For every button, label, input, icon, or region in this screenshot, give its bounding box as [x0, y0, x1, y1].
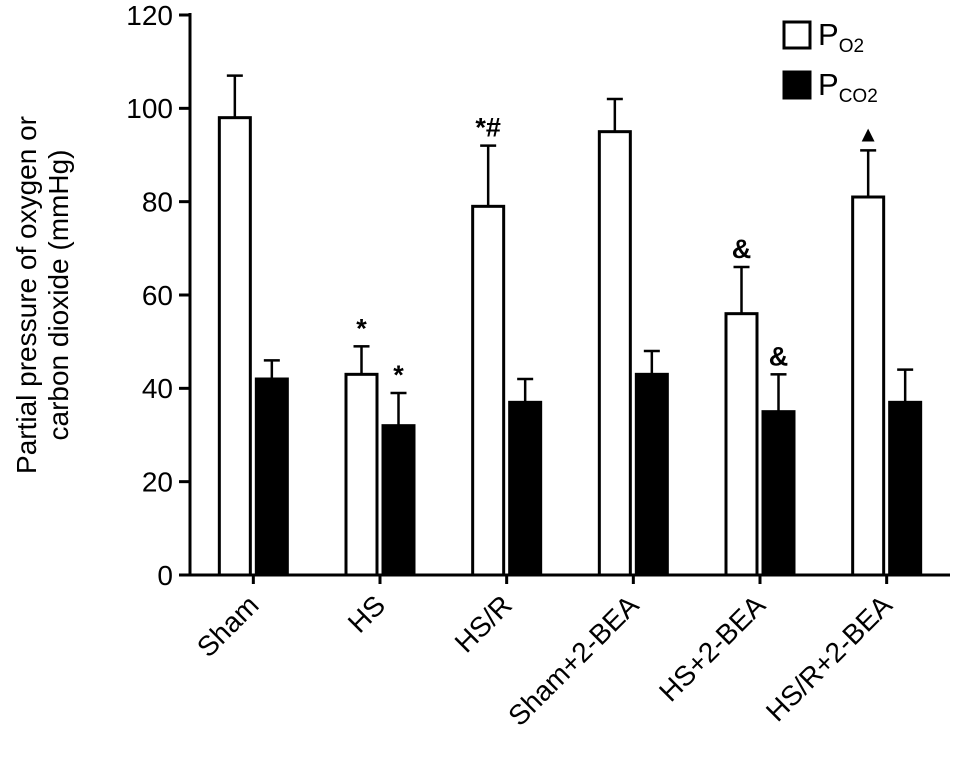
significance-marker-PO2-HS: *	[356, 313, 367, 343]
bar-PCO2-HS+2-BEA	[761, 410, 796, 577]
y-tick-label: 80	[142, 186, 173, 217]
x-category-label-HS/R: HS/R	[449, 589, 518, 658]
x-category-label-HS: HS	[342, 589, 391, 638]
bar-PO2-Sham	[217, 116, 252, 577]
x-category-label-HS/R+2-BEA: HS/R+2-BEA	[760, 589, 898, 727]
x-category-label-Sham: Sham	[191, 589, 265, 663]
bar-PO2-HS	[344, 372, 379, 577]
significance-marker-PO2-HS/R: *#	[475, 113, 501, 143]
bar-PO2-HS/R	[471, 204, 506, 577]
legend-label-PCO2: PCO2	[818, 67, 878, 107]
x-category-label-Sham+2-BEA: Sham+2-BEA	[502, 589, 645, 732]
y-tick-label: 20	[142, 466, 173, 497]
bar-PO2-Sham+2-BEA	[597, 130, 632, 577]
legend-swatch-PCO2	[782, 70, 812, 100]
significance-marker-PCO2-HS: *	[393, 360, 404, 390]
x-category-label-HS+2-BEA: HS+2-BEA	[653, 589, 771, 707]
legend-label-PO2: PO2	[818, 17, 864, 57]
bar-PCO2-HS	[381, 424, 416, 577]
bar-PO2-HS/R+2-BEA	[851, 195, 886, 577]
y-tick-label: 0	[157, 560, 173, 591]
significance-marker-PO2-HS+2-BEA: &	[732, 234, 752, 264]
bar-PCO2-Sham+2-BEA	[634, 372, 669, 577]
bar-PCO2-HS/R+2-BEA	[888, 400, 923, 577]
significance-marker-PCO2-HS+2-BEA: &	[769, 341, 789, 371]
y-tick-label: 120	[126, 0, 173, 31]
y-axis-label-line-2: carbon dioxide (mmHg)	[43, 150, 74, 441]
y-tick-label: 60	[142, 280, 173, 311]
bar-PCO2-Sham	[254, 377, 289, 577]
legend-swatch-PO2	[782, 20, 812, 50]
y-tick-label: 40	[142, 373, 173, 404]
y-tick-label: 100	[126, 93, 173, 124]
significance-marker-PO2-HS/R+2-BEA: ▲	[857, 121, 879, 146]
y-axis-label-line-1: Partial pressure of oxygen or	[11, 116, 42, 474]
bar-PCO2-HS/R	[508, 400, 543, 577]
bar-PO2-HS+2-BEA	[724, 312, 759, 577]
